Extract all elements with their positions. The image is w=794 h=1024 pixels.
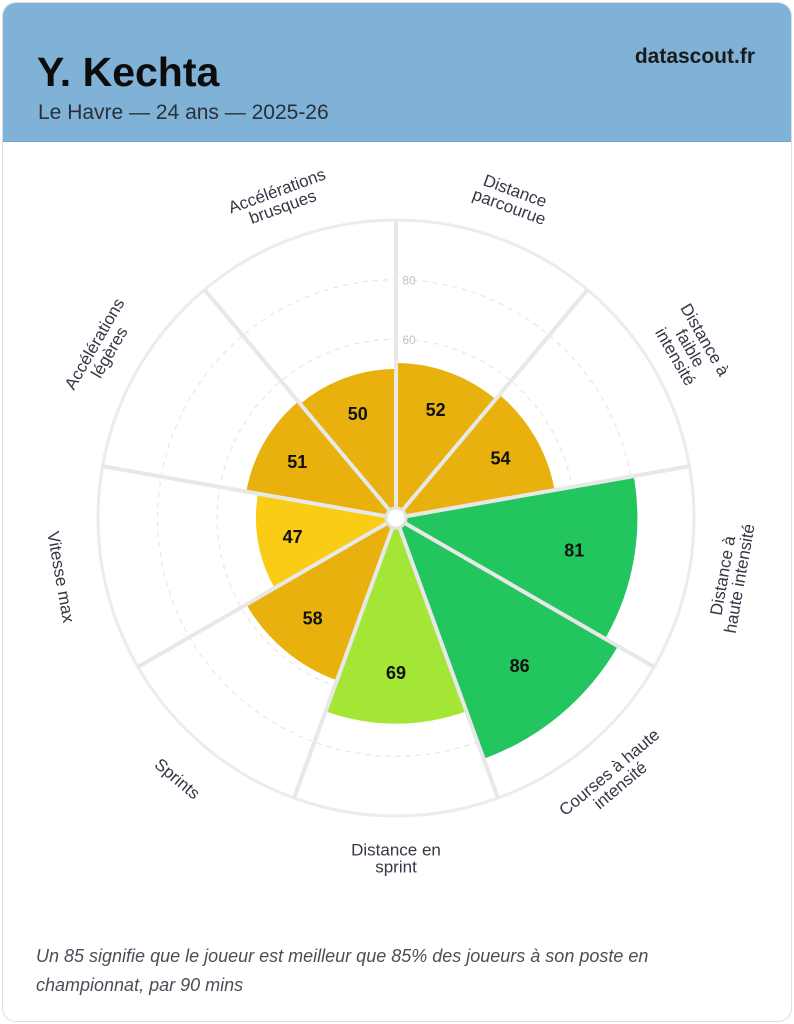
radar-spoke — [394, 517, 500, 799]
radar-spoke — [102, 464, 397, 520]
radar-bar — [396, 518, 618, 759]
category-label: Sprints — [151, 755, 204, 804]
radar-spoke — [395, 516, 656, 669]
radar-bar — [255, 493, 396, 589]
category-label: Distance àhaute intensité — [704, 520, 759, 635]
radar-spoke — [292, 517, 398, 799]
bar-value-label: 50 — [348, 404, 368, 424]
radial-tick-label: 80 — [402, 274, 416, 288]
category-label-line: Distance en — [351, 841, 441, 860]
bar-value-label: 52 — [426, 400, 446, 420]
radar-bar — [325, 518, 467, 724]
radar-spoke — [395, 464, 690, 520]
bar-value-label: 86 — [510, 656, 530, 676]
radar-bar — [396, 363, 496, 518]
category-label: Distance en sprint — [351, 841, 441, 877]
bar-value-label: 58 — [303, 608, 323, 628]
category-label: Accélérationsbrusques — [226, 165, 334, 234]
radar-bar — [246, 518, 396, 681]
bar-value-label: 81 — [564, 540, 584, 560]
radar-bar — [396, 476, 638, 639]
radial-tick-label: 60 — [402, 333, 416, 347]
radar-spoke — [136, 516, 397, 669]
bar-value-label: 47 — [283, 527, 303, 547]
radar-bar — [396, 394, 555, 518]
category-label: Distanceparcourue — [470, 169, 554, 229]
bar-value-label: 51 — [287, 452, 307, 472]
brand-logo-text: datascout.fr — [634, 45, 755, 68]
player-subtitle: Le Havre — 24 ans — 2025-26 — [38, 101, 329, 124]
radar-bar — [246, 401, 396, 518]
category-label-line: Sprints — [151, 755, 204, 804]
footnote: Un 85 signifie que le joueur est meilleu… — [36, 946, 649, 995]
bar-value-label: 69 — [386, 663, 406, 683]
radar-spoke — [202, 288, 398, 520]
header-banner: Y. Kechta Le Havre — 24 ans — 2025-26 da… — [3, 3, 791, 142]
radar-bar — [300, 369, 396, 518]
radar-center — [384, 506, 408, 530]
player-name: Y. Kechta — [37, 49, 220, 95]
category-label: Vitesse max — [43, 530, 78, 625]
category-label-line: sprint — [375, 858, 417, 877]
category-label-line: Vitesse max — [43, 530, 78, 625]
radar-spoke — [394, 288, 590, 520]
bar-value-label: 54 — [490, 449, 510, 469]
